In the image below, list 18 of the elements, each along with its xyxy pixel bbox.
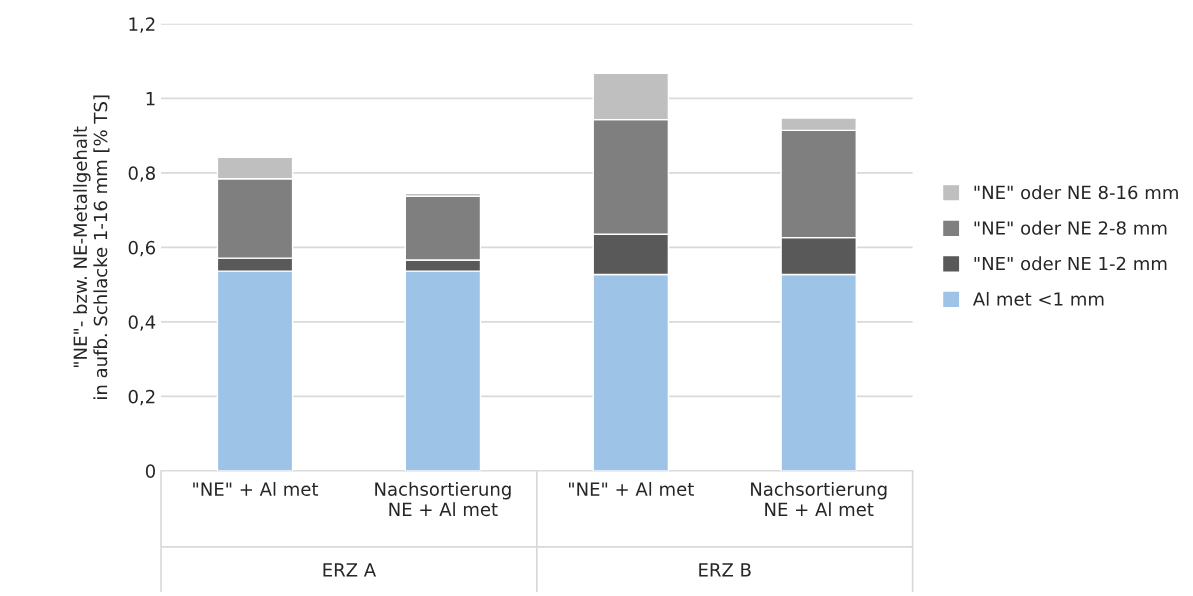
y-tick-label: 0	[145, 464, 155, 478]
y-axis-title: "NE"- bzw. NE-Metallgehalt in aufb. Schlacke 1-16 mm [% TS]	[73, 95, 110, 399]
x-tick-label: Nachsortierung NE + Al met	[375, 481, 511, 517]
y-tick-label: 0,8	[128, 166, 155, 182]
legend-label: Al met <1 mm	[972, 291, 1104, 306]
text: ERZ B	[699, 563, 751, 577]
legend-label: "NE" oder NE 1-2 mm	[974, 256, 1167, 271]
y-tick-label: 1,2	[129, 17, 155, 33]
y-tick-label: 0,6	[128, 240, 156, 257]
y-tick-label: 0,2	[128, 389, 155, 406]
x-tick-label: Nachsortierung NE + Al met	[751, 481, 887, 517]
legend-label: "NE" oder NE 2-8 mm	[974, 220, 1167, 235]
x-tick-label: "NE" + Al met	[193, 481, 319, 496]
legend-label: "NE" oder NE 8-16 mm	[974, 185, 1178, 200]
y-tick-label: 1	[146, 92, 155, 106]
text: ERZ A	[323, 563, 377, 577]
x-tick-label: "NE" + Al met	[569, 481, 694, 496]
y-tick-label: 0,4	[128, 315, 156, 331]
